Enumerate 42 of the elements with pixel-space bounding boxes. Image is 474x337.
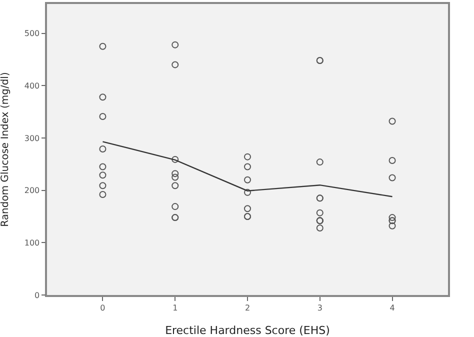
point [172, 61, 179, 68]
point [316, 158, 324, 166]
y-tick-label: 400 [24, 81, 40, 90]
y-tick-label: 300 [24, 134, 40, 143]
point [172, 41, 179, 48]
x-tick-label: 4 [390, 303, 395, 312]
point [99, 145, 106, 152]
point [99, 163, 106, 170]
point [99, 94, 106, 101]
point [99, 172, 106, 179]
point [99, 113, 106, 120]
y-tick-label: 200 [24, 186, 40, 196]
x-tick-label: 0 [100, 303, 106, 312]
line-series [102, 141, 393, 198]
y-tick-label: 100 [24, 238, 40, 248]
y-axis-title: Random Glucose Index (mg/dl) [0, 72, 11, 227]
point [244, 188, 251, 196]
x-tick-label: 3 [317, 303, 322, 312]
point [99, 182, 106, 190]
point [388, 222, 396, 230]
x-tick-label: 1 [172, 303, 178, 312]
point [172, 170, 179, 178]
point [244, 205, 251, 212]
point [99, 42, 106, 50]
point [172, 182, 179, 190]
point [244, 176, 251, 184]
point [388, 174, 396, 182]
point [388, 156, 396, 164]
point [172, 174, 179, 181]
y-tick-label: 500 [24, 29, 40, 38]
x-tick-label: 2 [244, 303, 250, 312]
x-axis-title: Erectile Hardness Score (EHS) [165, 324, 330, 337]
point [244, 163, 251, 170]
point [316, 209, 324, 216]
y-tick-label: 0 [34, 290, 40, 300]
point [388, 118, 396, 125]
point [316, 224, 324, 232]
point [99, 191, 106, 198]
point [388, 214, 396, 222]
point [172, 156, 179, 163]
point [172, 203, 179, 210]
point [244, 153, 251, 160]
